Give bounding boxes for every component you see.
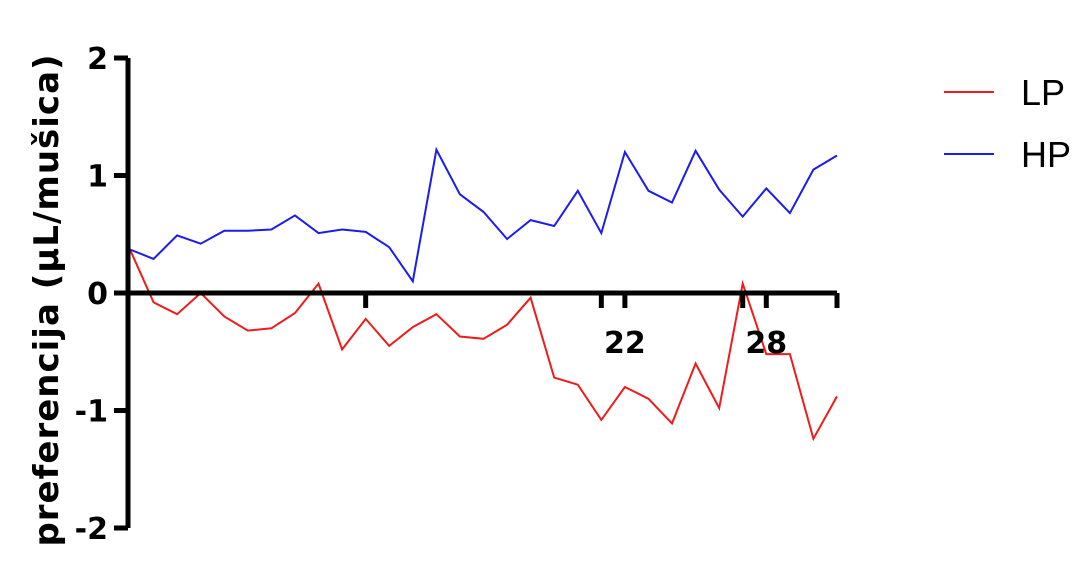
legend-label-hp: HP (1021, 134, 1071, 175)
legend-label-lp: LP (1021, 72, 1065, 113)
plot-area (129, 146, 838, 442)
x-tick-label: 28 (745, 326, 787, 361)
y-tick-label: 2 (87, 42, 108, 77)
y-axis-label: preferencija (µL/mušica) (27, 53, 67, 546)
series-line-lp (129, 249, 838, 442)
y-axis: 2 1 0 -1 -2 (75, 42, 131, 547)
y-tick-label: 1 (87, 160, 108, 195)
x-axis: 22 28 (128, 290, 840, 361)
series-line-hp (129, 146, 838, 284)
x-tick-label: 22 (604, 326, 646, 361)
y-tick-label: -2 (75, 512, 108, 547)
legend: LP HP (944, 72, 1071, 175)
y-tick-label: -1 (75, 395, 108, 430)
y-tick-label: 0 (87, 277, 108, 312)
